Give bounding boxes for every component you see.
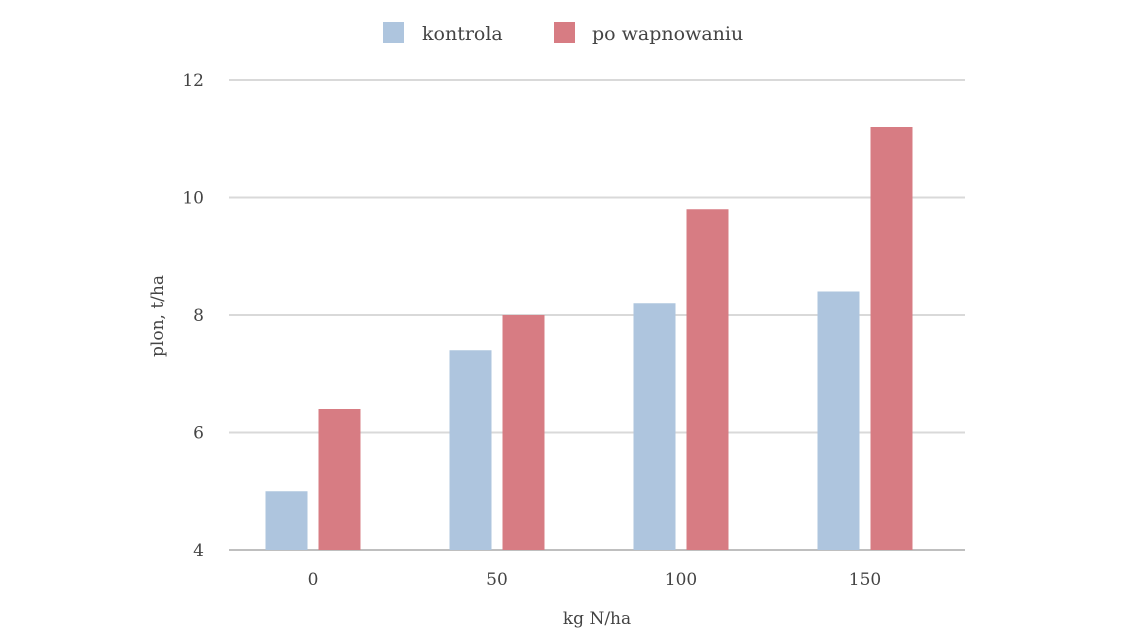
bar-kontrola-150 [817,291,860,550]
x-tick-label: 100 [665,570,697,590]
bar-kontrola-50 [449,350,492,550]
bar-kontrola-100 [633,303,676,550]
y-tick-label: 4 [193,541,204,561]
y-axis-title: plon, t/ha [148,275,168,357]
x-tick-label: 0 [308,570,319,590]
bar-po-wapnowaniu-0 [318,409,361,550]
y-tick-label: 12 [182,71,204,91]
x-axis-title: kg N/ha [563,609,631,629]
legend-swatch-po-wapnowaniu [554,22,575,43]
bar-po-wapnowaniu-100 [686,209,729,550]
y-axis-ticks: 4 6 8 10 12 [182,71,204,561]
legend-label-kontrola: kontrola [422,23,503,45]
x-axis-ticks: 0 50 100 150 [308,570,882,590]
bar-po-wapnowaniu-50 [502,315,545,550]
y-tick-label: 6 [193,424,204,444]
x-tick-label: 150 [849,570,881,590]
y-tick-label: 10 [182,189,204,209]
bar-po-wapnowaniu-150 [870,127,913,550]
y-tick-label: 8 [193,306,204,326]
legend-label-po-wapnowaniu: po wapnowaniu [592,23,743,45]
legend-swatch-kontrola [383,22,404,43]
x-tick-label: 50 [486,570,508,590]
bar-kontrola-0 [265,491,308,550]
bars [265,127,913,550]
chart-legend: kontrola po wapnowaniu [383,22,743,45]
